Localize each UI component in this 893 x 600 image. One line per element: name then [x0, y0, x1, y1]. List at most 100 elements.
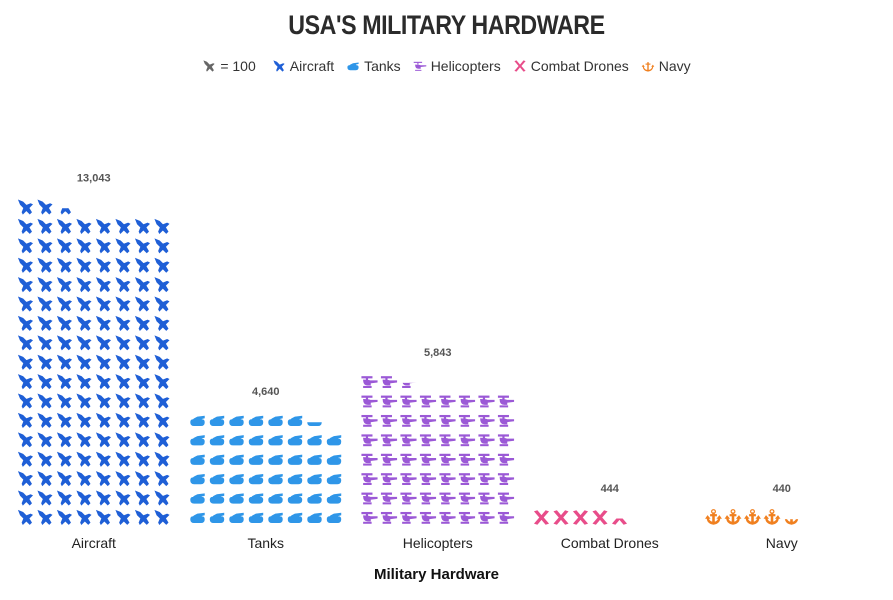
jet-icon [57, 316, 72, 331]
helicopter-icon [458, 473, 476, 485]
tank-icon [248, 435, 264, 446]
tank-icon [190, 454, 205, 465]
jet-icon [37, 490, 53, 506]
helicopter-icon [439, 511, 456, 524]
helicopter-icon [497, 414, 515, 427]
tank-icon [190, 435, 205, 446]
tank-icon [209, 474, 225, 485]
jet-icon [96, 374, 111, 389]
jet-icon [57, 258, 72, 273]
jet-icon [115, 452, 131, 467]
tank-icon [287, 474, 303, 485]
jet-icon [115, 355, 131, 370]
jet-icon [115, 413, 131, 428]
jet-icon [76, 510, 92, 525]
legend-item-navy[interactable]: Navy [641, 58, 691, 74]
helicopter-icon [419, 414, 437, 427]
tank-icon [307, 493, 322, 504]
jet-icon [96, 393, 111, 409]
tank-icon [248, 415, 264, 427]
legend-item-aircraft[interactable]: Aircraft [272, 58, 334, 74]
jet-icon [76, 490, 92, 506]
drone-icon [553, 510, 569, 525]
jet-icon [57, 510, 72, 525]
legend-label: Aircraft [289, 58, 335, 74]
helicopter-icon [419, 453, 437, 466]
tank-icon [229, 474, 244, 485]
helicopter-icon [361, 395, 378, 408]
jet-icon [115, 471, 131, 486]
tank-icon [229, 454, 244, 465]
jet-icon [135, 296, 150, 312]
legend-item-combat-drones[interactable]: Combat Drones [513, 58, 629, 74]
drone-icon [612, 518, 627, 525]
jet-icon [135, 510, 150, 525]
helicopter-icon [478, 511, 495, 524]
helicopter-icon [478, 414, 495, 427]
jet-icon [37, 277, 53, 292]
tank-icon [190, 474, 205, 485]
category-label: Aircraft [72, 535, 116, 551]
helicopter-icon [361, 511, 378, 524]
helicopter-icon [419, 395, 437, 408]
tank-icon [268, 435, 283, 446]
helicopter-icon [400, 492, 417, 505]
drone-icon [534, 510, 549, 525]
tank-icon [268, 474, 283, 485]
helicopter-icon [458, 414, 476, 427]
tank-icon [307, 474, 322, 485]
jet-icon [37, 471, 53, 486]
jet-icon [76, 471, 92, 486]
jet-icon [57, 355, 72, 370]
jet-icon [135, 355, 150, 370]
jet-icon [18, 471, 33, 486]
jet-icon [154, 219, 170, 234]
jet-icon [57, 374, 72, 389]
jet-icon [76, 413, 92, 428]
jet-icon [154, 277, 170, 292]
drone-icon [573, 510, 588, 525]
jet-icon [135, 490, 150, 506]
value-label: 13,043 [77, 173, 111, 185]
jet-icon [154, 490, 170, 506]
helicopter-icon [439, 492, 456, 505]
helicopter-icon [400, 434, 417, 447]
jet-icon [37, 238, 53, 254]
helicopter-icon [419, 434, 437, 447]
jet-icon [76, 258, 92, 273]
chart-marks: 13,043 Aircraft 4,640 Tanks 5,843 Helicopters… [18, 173, 800, 551]
helicopter-icon [400, 511, 417, 524]
legend-item-helicopters[interactable]: Helicopters [413, 58, 501, 74]
helicopter-icon [458, 434, 476, 447]
anchor-icon [783, 519, 800, 525]
jet-icon [37, 199, 53, 215]
legend-item-tanks[interactable]: Tanks [346, 58, 401, 74]
helicopter-icon [458, 511, 476, 524]
jet-icon [135, 258, 150, 273]
helicopter-icon [400, 414, 417, 427]
jet-icon [18, 510, 33, 525]
jet-icon [37, 258, 53, 273]
jet-icon [154, 452, 170, 467]
jet-icon [18, 316, 33, 331]
helicopter-icon [497, 511, 515, 524]
jet-icon [115, 277, 131, 292]
tank-icon [209, 454, 225, 465]
helicopter-icon [361, 473, 378, 485]
jet-icon [18, 452, 33, 467]
tank-icon [209, 493, 225, 504]
tank-icon [307, 454, 322, 465]
jet-icon [57, 490, 72, 506]
tank-icon [287, 493, 303, 504]
jet-icon [135, 432, 150, 448]
tank-icon [268, 512, 283, 524]
jet-icon [18, 258, 33, 273]
helicopter-icon [497, 395, 515, 408]
category-label: Tanks [247, 535, 284, 551]
jet-icon [18, 355, 33, 370]
jet-icon [57, 452, 72, 467]
jet-icon [154, 393, 170, 409]
tank-icon [248, 474, 264, 485]
jet-icon [135, 219, 150, 234]
anchor-icon [763, 509, 781, 525]
